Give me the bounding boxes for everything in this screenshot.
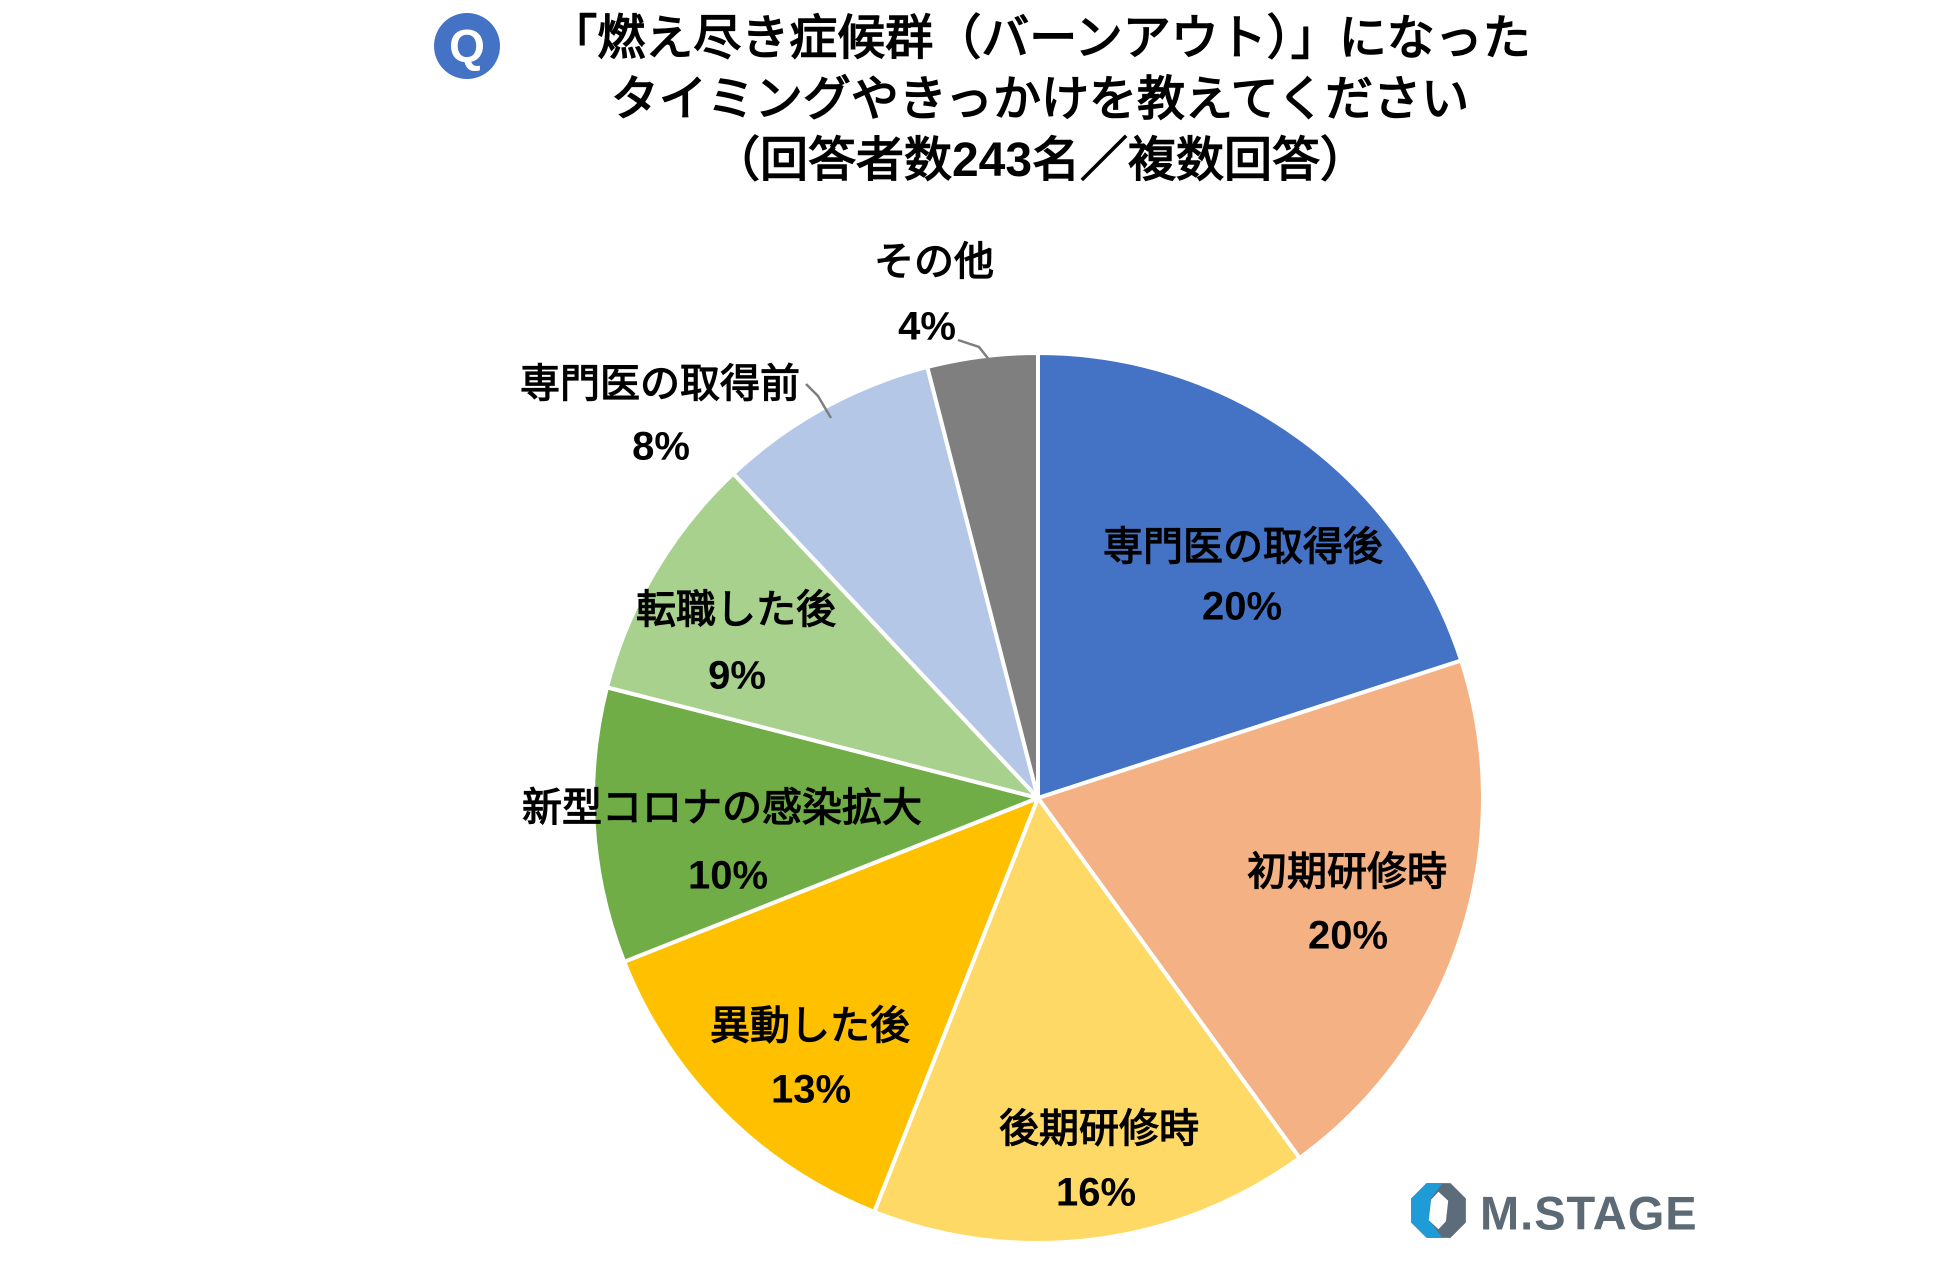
- pie-slice-3: [622, 796, 1040, 1214]
- chart-title: 「燃え尽き症候群（バーンアウト）」になった タイミングやきっかけを教えてください…: [549, 8, 1531, 191]
- pie-slice-4: [591, 685, 1040, 964]
- slice-pct-4: 10%: [687, 853, 769, 898]
- slice-pct-1: 20%: [1307, 913, 1389, 958]
- slice-label-4: 新型コロナの感染拡大: [522, 786, 922, 830]
- slice-pct-0: 20%: [1201, 584, 1283, 629]
- pie-slice-2: [872, 796, 1302, 1246]
- mstage-logo-text: M.STAGE: [1480, 1186, 1698, 1240]
- slice-label-1: 初期研修時: [1247, 850, 1447, 894]
- slice-pct-2: 16%: [1055, 1170, 1137, 1215]
- slice-label-5: 転職した後: [636, 588, 836, 632]
- question-badge: Q: [434, 13, 500, 79]
- pie-slice-0: [1036, 351, 1464, 800]
- pie-slice-7: [925, 351, 1040, 800]
- slice-pct-5: 9%: [708, 653, 766, 698]
- slice-label-2: 後期研修時: [999, 1107, 1199, 1151]
- pie-slice-5: [605, 471, 1040, 800]
- slice-label-7: その他: [874, 240, 994, 284]
- pie-slice-6: [731, 365, 1040, 800]
- slice-pct-3: 13%: [770, 1067, 852, 1112]
- title-line-3: （回答者数243名／複数回答）: [711, 134, 1369, 187]
- title-line-1: 「燃え尽き症候群（バーンアウト）」になった: [549, 12, 1531, 65]
- slice-pct-7: 4%: [898, 304, 956, 349]
- slice-label-3: 異動した後: [710, 1004, 910, 1048]
- slice-pct-6: 8%: [632, 424, 690, 469]
- slice-label-6: 専門医の取得前: [520, 362, 800, 406]
- leader-line-before-specialist: [805, 383, 833, 419]
- slice-label-0: 専門医の取得後: [1103, 525, 1383, 569]
- leader-line-other: [957, 338, 995, 367]
- question-badge-letter: Q: [449, 20, 485, 72]
- title-line-2: タイミングやきっかけを教えてください: [610, 73, 1470, 126]
- pie-slice-1: [1036, 658, 1485, 1160]
- mstage-octagon-icon: [1411, 1183, 1466, 1238]
